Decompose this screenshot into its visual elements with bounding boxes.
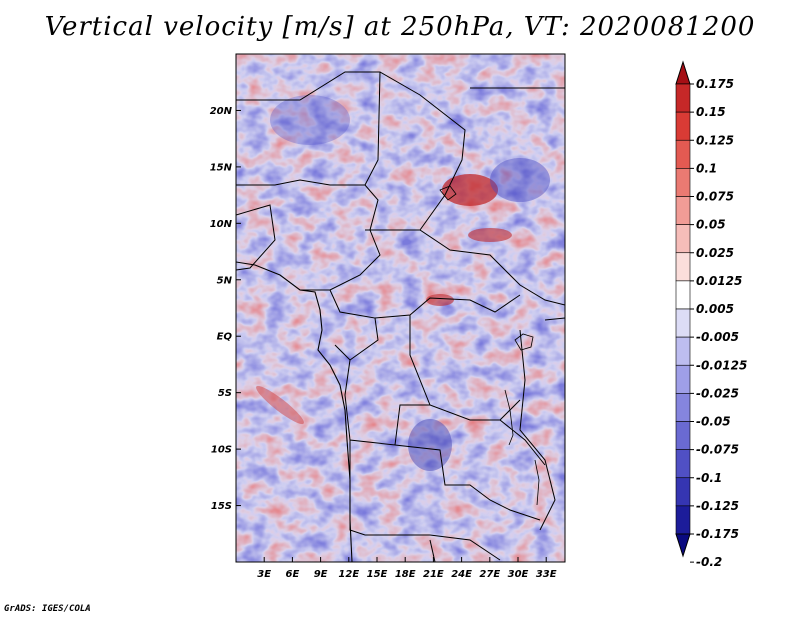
colorbar: 0.175 0.15 0.125 0.1 0.075 0.05 0.025 0.0125 0.0… — [675, 60, 747, 569]
longitude-axis: 3E 6E 9E 12E 15E 18E 21E 24E 27E 30E 33E — [257, 557, 557, 580]
colorbar-segment — [675, 280, 691, 310]
colorbar-segment — [675, 168, 691, 197]
updraft-patch — [468, 228, 512, 242]
downdraft-patch — [490, 158, 550, 202]
colorbar-label: -0.05 — [696, 415, 731, 429]
lat-tick-label: 10S — [211, 445, 232, 456]
colorbar-label: -0.025 — [696, 386, 739, 400]
lat-tick-label: 15S — [211, 501, 232, 512]
colorbar-segment — [675, 449, 691, 479]
lat-tick-label: 15N — [210, 162, 233, 173]
colorbar-label: -0.1 — [696, 471, 722, 485]
colorbar-label: 0.075 — [696, 190, 734, 204]
colorbar-label: 0.005 — [696, 302, 734, 316]
lake-tanganyika — [504, 389, 514, 446]
lon-tick-label: 30E — [508, 569, 529, 580]
lat-tick-label: 20N — [210, 106, 233, 117]
coastline — [236, 261, 353, 562]
colorbar-label: 0.025 — [696, 246, 734, 260]
colorbar-segment — [675, 364, 691, 394]
colorbar-segment — [675, 139, 691, 169]
lat-tick-label: 5N — [217, 275, 233, 286]
colorbar-label: 0.1 — [696, 161, 717, 175]
footer-credit: GrADS: IGES/COLA — [4, 604, 91, 614]
colorbar-segment — [675, 196, 691, 225]
lon-tick-label: 27E — [479, 569, 500, 580]
colorbar-label: -0.125 — [696, 499, 739, 513]
lon-tick-label: 3E — [257, 569, 271, 580]
colorbar-segment — [675, 477, 691, 507]
colorbar-label: -0.075 — [696, 443, 739, 457]
colorbar-segment — [675, 336, 691, 366]
colorbar-label: -0.005 — [696, 330, 739, 344]
map-frame — [235, 53, 566, 563]
updraft-patch — [442, 174, 498, 206]
lon-tick-label: 12E — [338, 569, 359, 580]
colorbar-segment — [675, 83, 691, 113]
downdraft-patch — [408, 419, 452, 471]
colorbar-segment — [675, 308, 691, 338]
colorbar-segment — [675, 421, 691, 450]
colorbar-segment — [675, 224, 691, 254]
lat-tick-label: 5S — [218, 388, 232, 399]
colorbar-label: 0.175 — [696, 77, 734, 91]
colorbar-segment — [675, 252, 691, 282]
colorbar-bottom-arrow — [675, 533, 691, 558]
map-field — [236, 54, 565, 562]
lon-tick-label: 6E — [286, 569, 300, 580]
lon-tick-label: 9E — [314, 569, 328, 580]
lat-tick-label: EQ — [217, 332, 233, 343]
colorbar-label: 0.05 — [696, 218, 726, 232]
colorbar-segment — [675, 393, 691, 422]
lon-tick-label: 33E — [536, 569, 557, 580]
lat-tick-label: 10N — [210, 219, 233, 230]
colorbar-label: 0.125 — [696, 133, 734, 147]
lake-malawi — [534, 459, 540, 506]
colorbar-segment — [675, 505, 691, 535]
colorbar-label: -0.2 — [696, 555, 722, 569]
colorbar-label: -0.175 — [696, 527, 739, 541]
downdraft-patch — [270, 95, 350, 145]
map-title: Vertical velocity [m/s] at 250hPa, VT: 2… — [44, 12, 756, 42]
colorbar-top-arrow — [675, 60, 691, 85]
country-borders — [236, 71, 565, 562]
lake-chad — [439, 185, 457, 201]
updraft-patch — [426, 294, 454, 306]
lon-tick-label: 18E — [395, 569, 416, 580]
lon-tick-label: 15E — [367, 569, 388, 580]
colorbar-label: 0.0125 — [696, 274, 742, 288]
colorbar-segment — [675, 111, 691, 141]
colorbar-label: 0.15 — [696, 105, 726, 119]
lon-tick-label: 21E — [423, 569, 444, 580]
colorbar-label: -0.0125 — [696, 358, 747, 372]
lake-victoria — [514, 333, 534, 351]
lon-tick-label: 24E — [451, 569, 472, 580]
latitude-axis: 20N 15N 10N 5N EQ 5S 10S 15S — [210, 106, 241, 512]
updraft-patch — [256, 385, 304, 425]
